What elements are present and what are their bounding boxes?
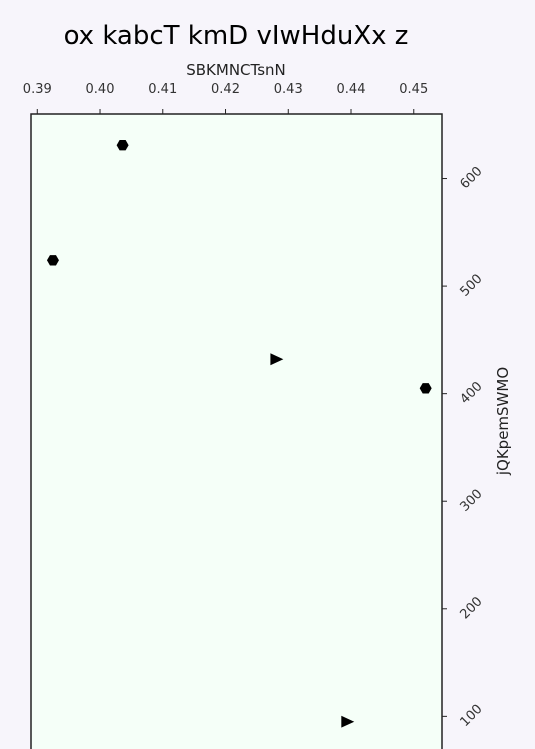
x-axis-label: SBKMNCTsnN (186, 61, 286, 79)
triangle-marker (270, 353, 284, 366)
y-tick-label: 500 (457, 272, 485, 300)
y-tick-label: 200 (457, 594, 485, 622)
triangle-marker (341, 715, 355, 728)
plot-area (30, 113, 443, 749)
y-axis-label: jQKpemSWMO (494, 367, 512, 476)
hexagon-marker (116, 140, 129, 151)
y-tick-label: 600 (457, 164, 485, 192)
x-axis-ticks: 0.39 0.40 0.41 0.42 0.43 0.44 0.45 (23, 82, 428, 114)
chart-title: ox kabcT kmD vIwHduXx z (64, 21, 409, 51)
x-tick-label: 0.45 (399, 82, 428, 97)
y-tick-label: 100 (457, 702, 485, 730)
x-tick-label: 0.44 (337, 82, 366, 97)
x-tick-label: 0.39 (23, 82, 52, 97)
y-axis-ticks: 100 200 300 400 500 600 (442, 164, 486, 730)
y-tick-label: 300 (457, 487, 485, 515)
x-tick-label: 0.43 (274, 82, 303, 97)
hexagon-marker (46, 255, 59, 266)
x-tick-label: 0.40 (86, 82, 115, 97)
y-tick-label: 400 (457, 379, 485, 407)
data-points (46, 140, 432, 728)
x-tick-label: 0.42 (211, 82, 240, 97)
x-tick-label: 0.41 (148, 82, 177, 97)
hexagon-marker (419, 383, 432, 394)
